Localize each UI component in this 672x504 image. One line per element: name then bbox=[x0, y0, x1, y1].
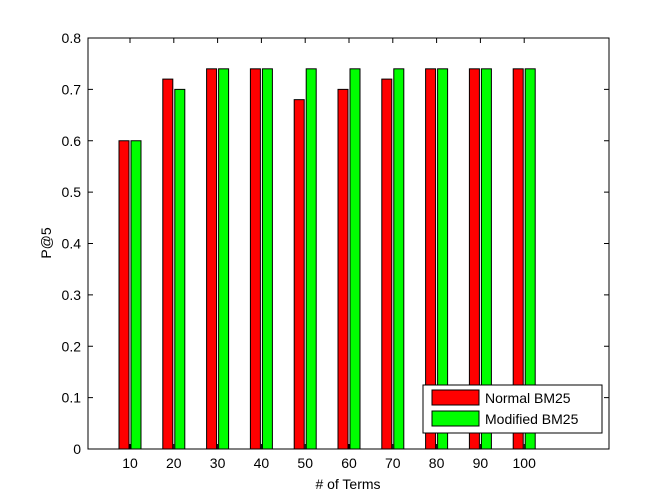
bar-normal-70 bbox=[381, 78, 393, 450]
bar-modified-20 bbox=[174, 88, 186, 450]
bar-modified-70 bbox=[393, 68, 405, 450]
y-tick-label: 0.4 bbox=[62, 236, 82, 252]
y-tick-label: 0.7 bbox=[62, 81, 82, 97]
y-tick-label: 0.5 bbox=[62, 184, 82, 200]
legend-label-modified: Modified BM25 bbox=[485, 411, 579, 427]
bar-normal-20 bbox=[162, 78, 174, 450]
legend-swatch-normal bbox=[431, 389, 480, 406]
x-tick-label: 50 bbox=[297, 455, 313, 471]
y-tick-label: 0.6 bbox=[62, 133, 82, 149]
bar-normal-40 bbox=[249, 68, 261, 450]
x-tick-label: 10 bbox=[122, 455, 138, 471]
bar-normal-50 bbox=[293, 99, 305, 450]
bar-normal-60 bbox=[337, 88, 349, 450]
y-tick-label: 0.2 bbox=[62, 338, 82, 354]
y-tick-label: 0.8 bbox=[62, 30, 82, 46]
axes-group: 0 0.1 0.2 0.3 0.4 0.5 0.6 0.7 0.8 10 20 30 40 50 60 70 8… bbox=[62, 30, 610, 471]
y-tick-label: 0 bbox=[73, 441, 81, 457]
x-tick-label: 20 bbox=[166, 455, 182, 471]
bar-modified-60 bbox=[349, 68, 361, 450]
x-tick-label: 80 bbox=[429, 455, 445, 471]
bar-normal-30 bbox=[206, 68, 218, 450]
legend-label-normal: Normal BM25 bbox=[485, 390, 571, 406]
x-tick-label: 70 bbox=[385, 455, 401, 471]
x-tick-label: 60 bbox=[341, 455, 357, 471]
legend-swatch-modified bbox=[431, 410, 480, 427]
bar-modified-40 bbox=[261, 68, 273, 450]
y-axis-label: P@5 bbox=[38, 227, 54, 259]
bar-modified-50 bbox=[305, 68, 317, 450]
legend: Normal BM25 Modified BM25 bbox=[422, 384, 603, 434]
x-axis-label: # of Terms bbox=[315, 476, 380, 492]
x-tick-label: 30 bbox=[210, 455, 226, 471]
bar-normal-10 bbox=[118, 140, 130, 450]
y-tick-label: 0.1 bbox=[62, 390, 82, 406]
bar-modified-10 bbox=[130, 140, 142, 450]
y-tick-label: 0.3 bbox=[62, 287, 82, 303]
bar-modified-30 bbox=[218, 68, 230, 450]
x-tick-label: 40 bbox=[254, 455, 270, 471]
x-tick-label: 100 bbox=[513, 455, 537, 471]
x-tick-label: 90 bbox=[473, 455, 489, 471]
